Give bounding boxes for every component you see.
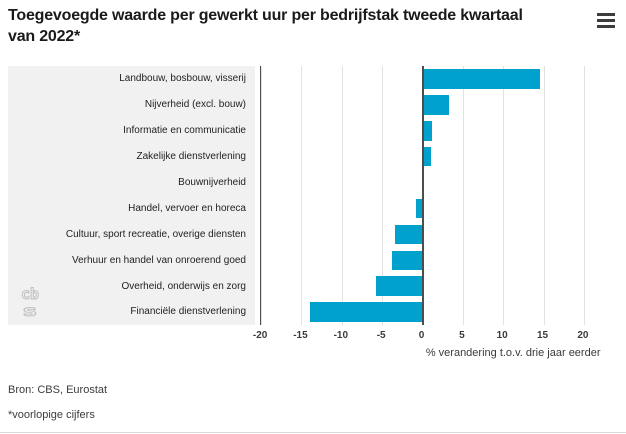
- plot-area: [259, 66, 619, 325]
- category-label: Overheid, onderwijs en zorg: [121, 280, 246, 292]
- x-tick-label: 10: [496, 330, 508, 341]
- bar: [422, 121, 433, 141]
- bar: [391, 250, 423, 270]
- gridline: [261, 66, 263, 325]
- bar: [375, 276, 423, 296]
- hamburger-icon: [597, 25, 615, 28]
- source-text: Bron: CBS, Eurostat: [8, 384, 108, 396]
- x-tick-label: 20: [577, 330, 589, 341]
- category-label: Nijverheid (excl. bouw): [144, 99, 246, 111]
- zero-line: [421, 66, 424, 325]
- x-tick-label: 15: [536, 330, 549, 341]
- category-labels: Landbouw, bosbouw, visserij Nijverheid (e…: [8, 66, 255, 325]
- category-label: Handel, vervoer en horeca: [128, 202, 246, 214]
- x-axis-label: % verandering t.o.v. drie jaar eerder: [425, 347, 601, 359]
- category-label: Financiële dienstverlening: [130, 306, 246, 318]
- category-label: Zakelijke dienstverlening: [136, 151, 246, 163]
- category-label: Informatie en communicatie: [123, 125, 246, 137]
- menu-button[interactable]: [597, 13, 615, 28]
- hamburger-icon: [597, 13, 615, 16]
- bar: [416, 198, 423, 219]
- x-tick-label: 0: [418, 330, 425, 341]
- gridline: [462, 66, 464, 325]
- category-label: Cultuur, sport recreatie, overige dienst…: [65, 228, 246, 240]
- svg-text:s: s: [22, 303, 38, 321]
- svg-text:cb: cb: [21, 285, 39, 303]
- cbs-logo-icon: cb s: [20, 284, 39, 321]
- bottom-divider: [0, 432, 626, 433]
- chart-title: Toegevoegde waarde per gewerkt uur per b…: [8, 7, 523, 45]
- gridline: [543, 66, 545, 325]
- gridline: [301, 66, 303, 325]
- gridline: [382, 66, 384, 325]
- gridline: [583, 66, 585, 325]
- bar: [422, 95, 450, 115]
- bar: [422, 146, 432, 167]
- x-ticks: -20 -15 -10 -5 0 5 10 15 20: [253, 330, 619, 344]
- bar: [422, 69, 541, 89]
- category-label: Landbouw, bosbouw, visserij: [119, 73, 246, 85]
- category-label: Bouwnijverheid: [178, 177, 246, 188]
- bar: [309, 302, 423, 322]
- x-tick-label: -5: [376, 330, 386, 341]
- gridline: [503, 66, 505, 325]
- x-tick-label: -15: [293, 330, 308, 341]
- category-label: Verhuur en handel van onroerend goed: [71, 254, 246, 266]
- x-tick-label: -20: [252, 330, 268, 341]
- gridline: [341, 66, 343, 325]
- chart-area: Landbouw, bosbouw, visserij Nijverheid (e…: [8, 66, 619, 325]
- footnote-text: *voorlopige cijfers: [8, 409, 95, 421]
- bar: [395, 224, 423, 245]
- hamburger-icon: [597, 19, 615, 22]
- x-tick-label: -10: [333, 330, 349, 341]
- x-tick-label: 5: [459, 330, 465, 341]
